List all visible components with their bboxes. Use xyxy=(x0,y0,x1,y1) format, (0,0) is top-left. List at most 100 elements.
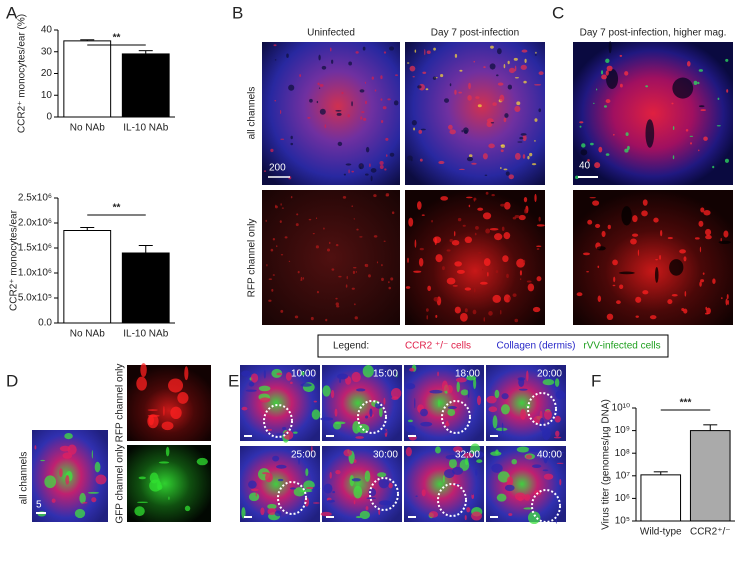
cell xyxy=(309,98,313,103)
cell xyxy=(645,119,655,148)
cell xyxy=(555,430,560,437)
cell xyxy=(363,117,367,121)
cell xyxy=(528,448,542,452)
cell xyxy=(259,397,271,403)
cell xyxy=(381,264,383,267)
cell xyxy=(534,54,537,56)
cell xyxy=(474,232,477,236)
cell xyxy=(468,204,471,208)
micrograph xyxy=(404,446,484,522)
cell xyxy=(322,385,331,397)
row-label: GFP channel only xyxy=(115,444,126,523)
cell xyxy=(351,101,353,107)
cell xyxy=(497,471,510,483)
y-tick-label: 10⁵ xyxy=(615,516,630,527)
cell xyxy=(460,312,468,322)
cell xyxy=(627,145,630,150)
y-tick-label: 0.0 xyxy=(38,318,52,329)
cell xyxy=(660,229,663,237)
row-label: RFP channel only xyxy=(115,364,126,443)
cell xyxy=(312,502,320,504)
cell xyxy=(405,383,416,390)
cell xyxy=(485,228,491,234)
cell xyxy=(625,132,629,137)
cell xyxy=(319,108,326,115)
cell xyxy=(268,299,272,302)
micrograph xyxy=(405,190,545,325)
cell xyxy=(149,472,159,484)
cell xyxy=(503,168,508,171)
cell xyxy=(685,128,689,132)
cell xyxy=(294,315,299,319)
cell xyxy=(454,306,461,314)
cell xyxy=(326,499,336,503)
y-tick-label: 2.5x10⁶ xyxy=(18,193,52,204)
cell xyxy=(536,224,545,227)
cell xyxy=(507,84,513,90)
cell xyxy=(477,207,484,211)
cell xyxy=(508,513,513,516)
cell xyxy=(328,241,331,245)
cell xyxy=(362,46,366,51)
cell xyxy=(62,452,73,459)
row-label: all channels xyxy=(19,452,30,505)
charts: 0 10 20 30 40 CCR2⁺ monocytes/ear (%) No NAb IL… xyxy=(9,14,735,538)
cell xyxy=(275,433,289,435)
cell xyxy=(488,406,498,413)
cell xyxy=(632,215,638,223)
cell xyxy=(456,381,460,393)
cell xyxy=(442,266,445,271)
cell xyxy=(645,85,649,88)
cell xyxy=(538,216,541,222)
cell xyxy=(365,506,369,511)
cell xyxy=(516,101,521,106)
cell xyxy=(613,133,615,136)
y-tick-label: 10⁹ xyxy=(615,425,630,436)
significance-label: ** xyxy=(113,203,121,214)
cell xyxy=(624,148,629,153)
cell xyxy=(140,363,147,378)
cell xyxy=(335,297,338,300)
cell xyxy=(464,236,473,244)
cell xyxy=(337,141,343,147)
cell xyxy=(91,497,97,503)
timestamp: 15:00 xyxy=(373,369,398,380)
cell xyxy=(369,163,371,168)
cell xyxy=(293,431,298,434)
legend-item: Collagen (dermis) xyxy=(497,341,576,352)
cell xyxy=(418,129,423,134)
cell xyxy=(518,496,523,502)
cell xyxy=(382,106,387,110)
highlight-circle xyxy=(277,481,307,515)
cell xyxy=(616,300,621,305)
cell xyxy=(317,82,320,86)
cell xyxy=(280,110,282,114)
cell xyxy=(396,371,398,378)
cell xyxy=(723,230,729,238)
cell xyxy=(449,238,453,243)
cell xyxy=(265,472,273,483)
cell xyxy=(444,98,450,103)
cell xyxy=(699,246,702,253)
cell xyxy=(374,402,384,409)
cell xyxy=(509,67,516,74)
cell xyxy=(311,445,313,453)
cell xyxy=(519,270,522,276)
column-header: Day 7 post-infection, higher mag. xyxy=(580,28,727,39)
cell xyxy=(499,94,505,102)
cell xyxy=(586,271,590,273)
cell xyxy=(671,102,674,105)
cell xyxy=(331,268,335,271)
cell xyxy=(343,449,353,457)
cell xyxy=(683,308,688,314)
cell xyxy=(273,44,277,47)
cell xyxy=(34,445,37,450)
cell xyxy=(503,232,511,240)
cell xyxy=(554,451,565,454)
cell xyxy=(697,81,700,85)
cell xyxy=(523,80,527,84)
bar xyxy=(63,40,112,118)
cell xyxy=(349,474,355,487)
cell xyxy=(473,60,476,63)
